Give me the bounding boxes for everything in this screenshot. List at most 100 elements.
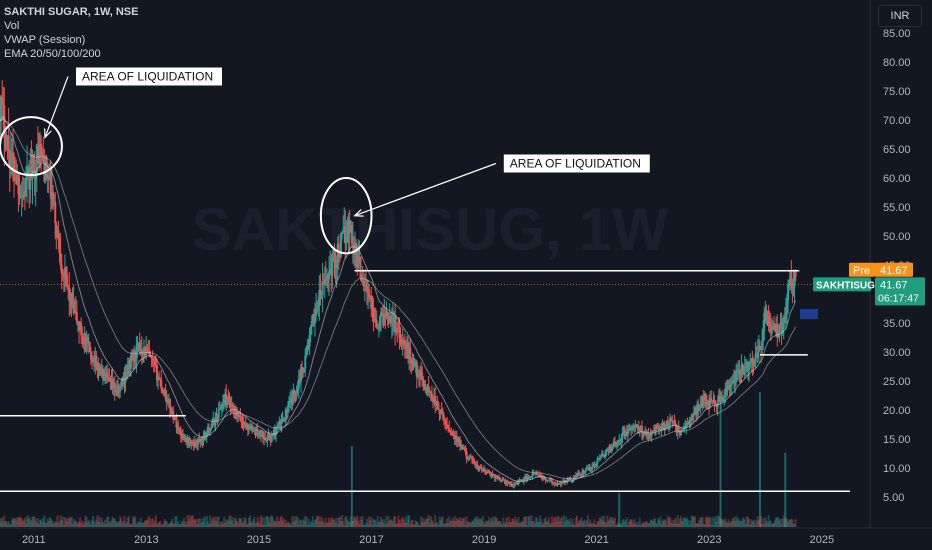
volume-bar: [220, 521, 223, 527]
candle-body: [237, 414, 240, 418]
candle-body: [765, 309, 768, 322]
candle-body: [399, 338, 402, 344]
candle-body: [167, 399, 170, 401]
volume-bar: [129, 523, 132, 527]
candle-body: [558, 483, 561, 485]
volume-bar: [499, 521, 502, 527]
candle-body: [593, 464, 596, 467]
candle-body: [205, 432, 208, 438]
volume-bar: [749, 524, 752, 527]
candle-body: [20, 196, 23, 198]
volume-bar: [656, 523, 659, 527]
indicator-vwap[interactable]: VWAP (Session): [4, 34, 86, 46]
volume-bar: [216, 516, 219, 527]
candle-body: [350, 225, 353, 243]
volume-bar: [360, 519, 363, 527]
candle-body: [352, 242, 355, 255]
volume-bar: [638, 517, 641, 527]
volume-bar: [157, 522, 160, 527]
volume-bar: [657, 517, 660, 527]
candle-body: [686, 422, 689, 424]
volume-bar: [531, 521, 534, 527]
candle-body: [385, 312, 388, 318]
volume-bar: [411, 519, 414, 527]
volume-bar: [20, 517, 23, 527]
candle-body: [639, 426, 642, 428]
volume-bar: [86, 522, 89, 527]
candle-body: [605, 451, 608, 456]
volume-bar: [108, 521, 111, 527]
candle-body: [479, 466, 482, 469]
candle-body: [36, 144, 39, 147]
volume-bar: [613, 517, 616, 527]
currency-button[interactable]: INR: [878, 5, 922, 27]
candle-body: [240, 420, 243, 422]
candle-body: [695, 408, 698, 416]
candle-body: [292, 390, 295, 404]
candle-body: [18, 194, 21, 198]
candle-body: [770, 328, 773, 334]
candle-body: [281, 419, 284, 421]
volume-bar: [354, 516, 357, 527]
candle-body: [328, 271, 331, 280]
candle-body: [539, 474, 542, 476]
candle-body: [726, 387, 729, 391]
volume-bar: [394, 516, 397, 527]
volume-bar: [45, 523, 48, 527]
volume-bar: [272, 520, 275, 527]
candle-body: [476, 464, 479, 468]
volume-bar: [526, 524, 529, 527]
symbol-title[interactable]: SAKTHI SUGAR, 1W, NSE: [4, 6, 139, 18]
indicator-vol[interactable]: Vol: [4, 20, 20, 32]
candle-body: [152, 360, 155, 363]
volume-bar: [384, 524, 387, 527]
volume-bar: [447, 523, 450, 527]
candle-body: [680, 430, 683, 432]
candle-body: [735, 370, 738, 382]
candle-body: [82, 336, 85, 344]
candle-body: [369, 295, 372, 298]
volume-bar: [750, 519, 753, 527]
candle-body: [625, 432, 628, 436]
volume-bar: [181, 522, 184, 527]
indicator-ema[interactable]: EMA 20/50/100/200: [4, 48, 101, 60]
candle-body: [112, 382, 115, 388]
candle-body: [579, 474, 582, 476]
candle-body: [394, 317, 397, 333]
candle-body: [413, 362, 416, 366]
candle-body: [402, 339, 405, 343]
volume-bar: [265, 515, 268, 527]
candle-body: [194, 440, 197, 445]
candle-body: [270, 435, 273, 442]
candle-body: [204, 432, 207, 438]
volume-bar: [149, 524, 152, 527]
volume-bar: [697, 522, 700, 527]
candle-body: [49, 172, 52, 199]
candle-body: [236, 411, 239, 418]
candle-body: [315, 309, 318, 316]
volume-bar: [680, 521, 683, 527]
candle-body: [400, 343, 403, 345]
volume-bar: [609, 517, 612, 527]
candle-body: [232, 406, 235, 410]
candle-body: [224, 393, 227, 400]
candle-body: [151, 357, 154, 361]
volume-bar: [148, 515, 151, 527]
candle-body: [577, 472, 580, 474]
volume-bar: [150, 519, 153, 527]
volume-bar: [537, 522, 540, 527]
volume-bar: [264, 524, 267, 527]
candle-body: [370, 295, 373, 301]
candle-body: [642, 432, 645, 434]
volume-bar: [31, 516, 34, 527]
candle-body: [11, 152, 14, 158]
volume-bar: [735, 516, 738, 527]
candle-body: [729, 384, 732, 388]
volume-bar: [737, 517, 740, 527]
volume-bar: [404, 516, 407, 527]
volume-bar: [291, 516, 294, 527]
candle-body: [376, 327, 379, 329]
candle-body: [297, 378, 300, 389]
candle-body: [337, 243, 340, 257]
